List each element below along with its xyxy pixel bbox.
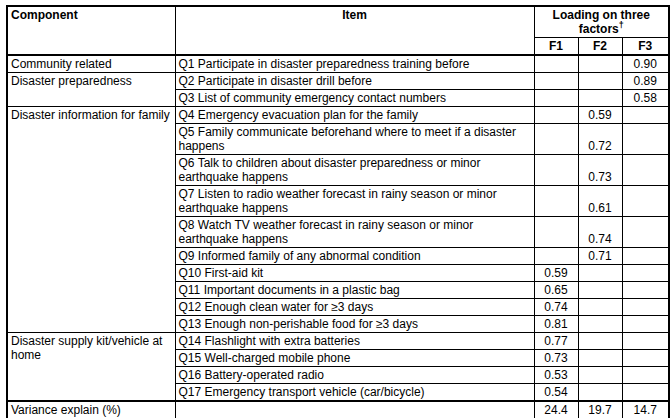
f2-loading-cell [578,333,622,350]
f2-loading-cell [578,90,622,107]
f2-loading-cell [578,265,622,282]
table-row: Disaster information for familyQ4 Emerge… [7,107,669,124]
f1-loading-cell: 0.65 [534,282,578,299]
item-cell: Q5 Family communicate beforehand where t… [175,124,534,155]
f1-loading-cell: 0.81 [534,316,578,333]
item-cell: Q11 Important documents in a plastic bag [175,282,534,299]
item-cell: Q12 Enough clean water for ≥3 days [175,299,534,316]
f1-loading-cell: 0.73 [534,350,578,367]
f1-loading-cell [534,107,578,124]
item-cell: Q13 Enough non-perishable food for ≥3 da… [175,316,534,333]
item-cell: Q3 List of community emergency contact n… [175,90,534,107]
variance-f1-cell: 24.4 [534,401,578,418]
item-cell: Q6 Talk to children about disaster prepa… [175,155,534,186]
header-loading-line2: factors [579,22,619,36]
table-row: Disaster supply kit/vehicle at homeQ14 F… [7,333,669,350]
f1-loading-cell: 0.53 [534,367,578,384]
variance-f3-cell: 14.7 [622,401,669,418]
f1-loading-cell [534,186,578,217]
f2-loading-cell [578,55,622,73]
f1-loading-cell [534,55,578,73]
item-cell: Q17 Emergency transport vehicle (car/bic… [175,384,534,402]
f3-loading-cell [622,107,669,124]
item-cell: Q10 First-aid kit [175,265,534,282]
f2-loading-cell [578,316,622,333]
f3-loading-cell [622,217,669,248]
component-cell: Community related [7,55,175,73]
f3-loading-cell [622,384,669,402]
f3-loading-cell [622,155,669,186]
f2-loading-cell [578,299,622,316]
f1-loading-cell [534,217,578,248]
table-header: Component Item Loading on threefactors† … [7,6,669,55]
f2-loading-cell [578,73,622,90]
header-component: Component [7,6,175,55]
table-body: Community relatedQ1 Participate in disas… [7,55,669,401]
f3-loading-cell [622,367,669,384]
f2-loading-cell: 0.61 [578,186,622,217]
header-f1: F1 [534,38,578,56]
f2-loading-cell [578,282,622,299]
variance-label-cell: Variance explain (%) [7,401,175,418]
f2-loading-cell [578,367,622,384]
f2-loading-cell: 0.59 [578,107,622,124]
variance-row: Variance explain (%) 24.4 19.7 14.7 [7,401,669,418]
f2-loading-cell [578,384,622,402]
f3-loading-cell [622,316,669,333]
item-cell: Q16 Battery-operated radio [175,367,534,384]
f3-loading-cell [622,248,669,265]
f1-loading-cell [534,90,578,107]
factor-loading-table: Component Item Loading on threefactors† … [6,5,670,418]
page: Component Item Loading on threefactors† … [0,0,671,418]
f1-loading-cell: 0.54 [534,384,578,402]
f1-loading-cell: 0.59 [534,265,578,282]
header-f2: F2 [578,38,622,56]
header-loading-line1: Loading on three [553,8,650,22]
header-row-main: Component Item Loading on threefactors† [7,6,669,38]
f3-loading-cell [622,186,669,217]
f3-loading-cell [622,282,669,299]
f3-loading-cell: 0.58 [622,90,669,107]
f3-loading-cell [622,350,669,367]
component-cell: Disaster supply kit/vehicle at home [7,333,175,402]
item-cell: Q9 Informed family of any abnormal condi… [175,248,534,265]
f1-loading-cell [534,73,578,90]
variance-f2-cell: 19.7 [578,401,622,418]
f2-loading-cell [578,350,622,367]
f3-loading-cell: 0.89 [622,73,669,90]
table-row: Disaster preparednessQ2 Participate in d… [7,73,669,90]
f2-loading-cell: 0.72 [578,124,622,155]
item-cell: Q7 Listen to radio weather forecast in r… [175,186,534,217]
component-cell: Disaster preparedness [7,73,175,107]
component-cell: Disaster information for family [7,107,175,333]
f3-loading-cell [622,299,669,316]
f1-loading-cell [534,155,578,186]
item-cell: Q15 Well-charged mobile phone [175,350,534,367]
f3-loading-cell: 0.90 [622,55,669,73]
f3-loading-cell [622,333,669,350]
header-item: Item [175,6,534,55]
table-row: Community relatedQ1 Participate in disas… [7,55,669,73]
f2-loading-cell: 0.73 [578,155,622,186]
item-cell: Q4 Emergency evacuation plan for the fam… [175,107,534,124]
f3-loading-cell [622,124,669,155]
item-cell: Q8 Watch TV weather forecast in rainy se… [175,217,534,248]
item-cell: Q1 Participate in disaster preparedness … [175,55,534,73]
dagger-footnote-marker: † [619,20,624,30]
f1-loading-cell: 0.74 [534,299,578,316]
header-loading-on-three-factors: Loading on threefactors† [534,6,669,38]
header-f3: F3 [622,38,669,56]
f1-loading-cell [534,124,578,155]
variance-item-cell [175,401,534,418]
table-footer: Variance explain (%) 24.4 19.7 14.7 [7,401,669,418]
f3-loading-cell [622,265,669,282]
item-cell: Q2 Participate in disaster drill before [175,73,534,90]
f1-loading-cell: 0.77 [534,333,578,350]
f2-loading-cell: 0.71 [578,248,622,265]
f1-loading-cell [534,248,578,265]
item-cell: Q14 Flashlight with extra batteries [175,333,534,350]
f2-loading-cell: 0.74 [578,217,622,248]
